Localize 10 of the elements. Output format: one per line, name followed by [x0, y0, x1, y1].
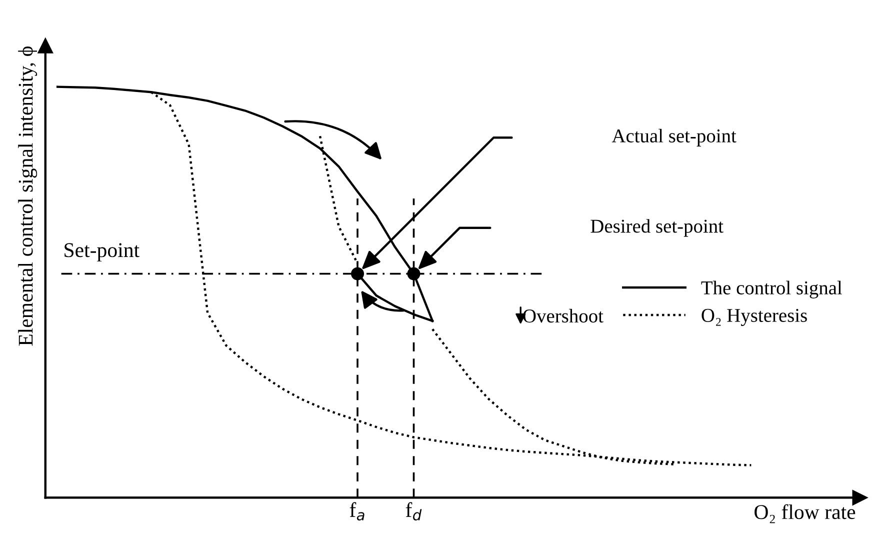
y-axis-title: Elemental control signal intensity, ϕ: [18, 46, 38, 346]
legend-label: O₂ Hysteresis: [702, 308, 807, 326]
annotation: Actual set-point: [612, 128, 736, 146]
ref-line-label: Set-point: [64, 243, 140, 262]
annotation: Overshoot: [523, 308, 604, 323]
x-tick-label: f$_{d}$: [406, 502, 422, 520]
legend-label: The control signal: [701, 280, 842, 298]
x-axis-title: O₂ flow rate: [754, 504, 856, 524]
annotation: Desired set-point: [590, 219, 724, 237]
x-tick-label: f$_{a}$: [350, 502, 364, 520]
